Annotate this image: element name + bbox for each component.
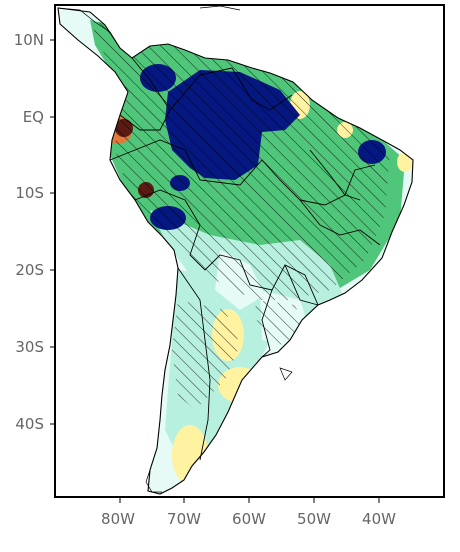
- x-tick-label: 40W: [362, 510, 396, 528]
- borders: [57, 7, 414, 495]
- y-tick-label: 10S: [15, 184, 44, 202]
- y-tick-label: 20S: [15, 261, 44, 279]
- y-tick-label: EQ: [23, 108, 44, 126]
- x-tick-label: 70W: [167, 510, 201, 528]
- x-tick-label: 60W: [232, 510, 266, 528]
- x-tick-label: 50W: [297, 510, 331, 528]
- y-tick-label: 10N: [14, 31, 44, 49]
- y-tick-label: 40S: [15, 415, 44, 433]
- x-tick-label: 80W: [101, 510, 135, 528]
- x-axis: 80W 70W 60W 50W 40W: [101, 497, 396, 528]
- y-tick-label: 30S: [15, 338, 44, 356]
- y-axis: 10N EQ 10S 20S 30S 40S: [14, 31, 55, 433]
